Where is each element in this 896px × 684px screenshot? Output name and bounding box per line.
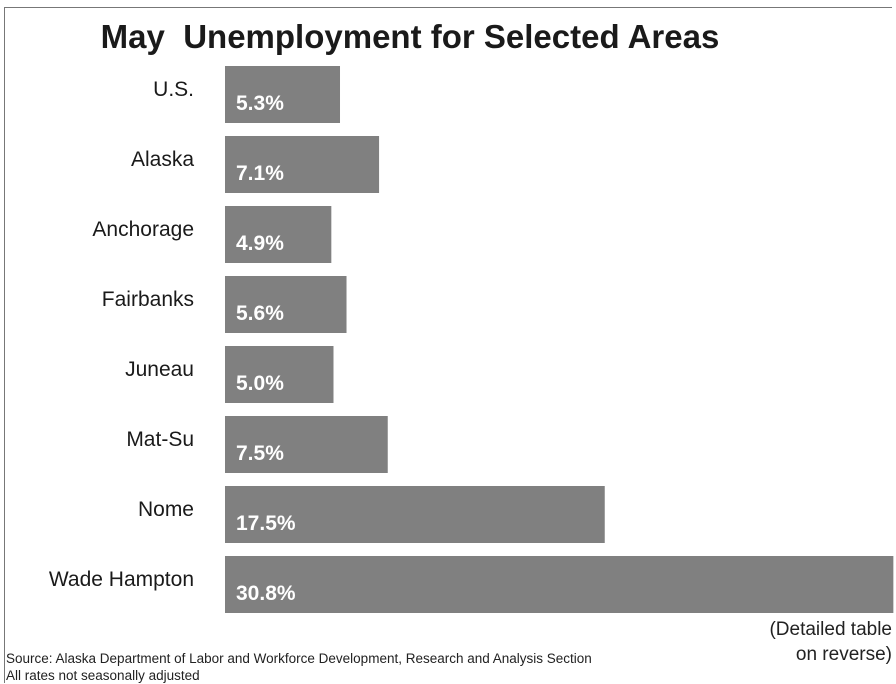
chart-title: May Unemployment for Selected Areas — [100, 18, 720, 55]
detail-note-line2: on reverse) — [795, 644, 892, 665]
source-text: Source: Alaska Department of Labor and W… — [6, 651, 592, 666]
bar-value-label: 7.5% — [236, 442, 284, 465]
bar-value-label: 5.0% — [236, 372, 284, 395]
category-label: Nome — [138, 498, 194, 521]
category-label: Juneau — [125, 358, 194, 381]
category-label: Wade Hampton — [49, 568, 194, 591]
bar-value-label: 30.8% — [236, 582, 296, 605]
adjustment-text: All rates not seasonally adjusted — [6, 668, 200, 683]
bar-value-label: 5.3% — [236, 92, 284, 115]
bar-value-label: 7.1% — [236, 162, 284, 185]
bar-value-label: 17.5% — [236, 512, 296, 535]
source-note: Source: Alaska Department of Labor and W… — [6, 650, 592, 684]
category-label: Fairbanks — [102, 288, 194, 311]
bar-mat-su — [225, 416, 388, 473]
bar-nome — [225, 486, 605, 543]
detail-note: (Detailed table on reverse) — [769, 617, 892, 667]
bar-juneau — [225, 346, 334, 403]
category-label: Anchorage — [92, 218, 194, 241]
bar-alaska — [225, 136, 380, 193]
bar-u-s- — [225, 66, 341, 123]
category-label: Mat-Su — [126, 428, 194, 451]
category-label: Alaska — [131, 148, 194, 171]
bar-fairbanks — [225, 276, 347, 333]
bar-anchorage — [225, 206, 332, 263]
detail-note-line1: (Detailed table — [769, 619, 892, 640]
bar-wade-hampton — [225, 556, 894, 613]
category-label: U.S. — [153, 78, 194, 101]
chart-frame — [4, 7, 892, 683]
bar-value-label: 5.6% — [236, 302, 284, 325]
bar-value-label: 4.9% — [236, 232, 284, 255]
